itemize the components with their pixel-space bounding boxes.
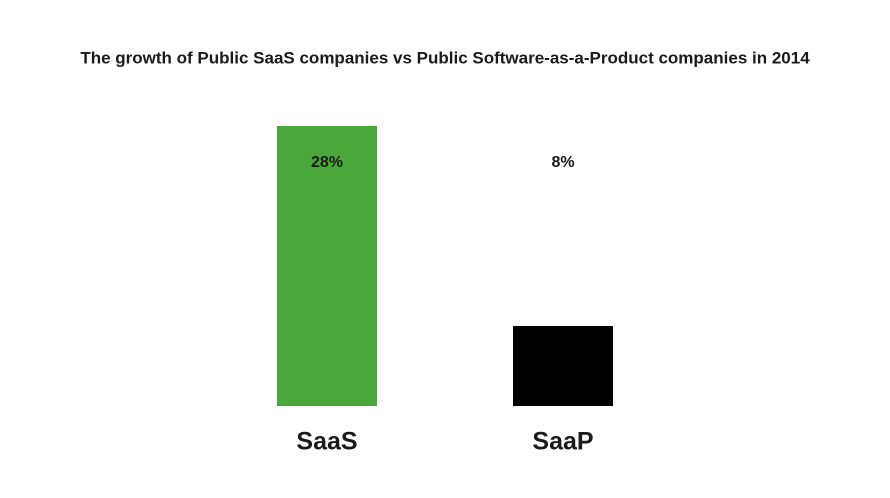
category-label: SaaS: [296, 428, 357, 456]
value-label: 8%: [551, 154, 574, 171]
bar: [513, 326, 613, 406]
value-label: 28%: [311, 154, 343, 171]
category-label: SaaP: [532, 428, 593, 456]
bar: [277, 126, 377, 406]
chart-title: The growth of Public SaaS companies vs P…: [80, 48, 810, 67]
